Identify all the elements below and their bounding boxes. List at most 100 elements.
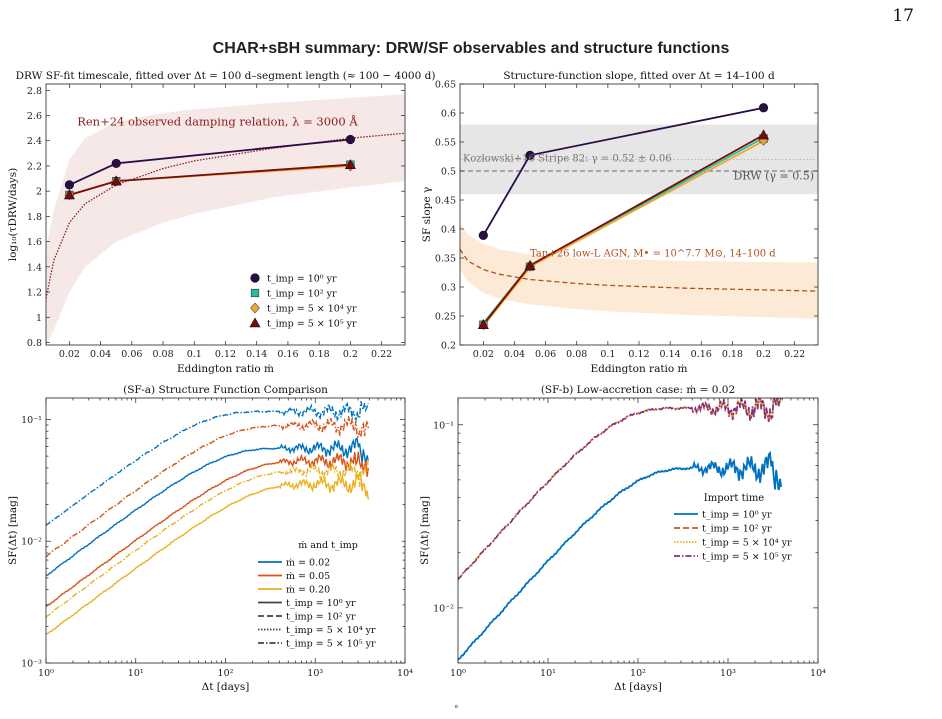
x-tick-label: 0.02 bbox=[473, 349, 494, 360]
y-tick-label: 0.8 bbox=[27, 338, 42, 349]
x-tick-label: 10⁰ bbox=[450, 668, 466, 679]
y-tick-label: 2.8 bbox=[27, 86, 42, 97]
plot-area bbox=[46, 401, 369, 635]
y-tick-label: 1.6 bbox=[27, 237, 42, 248]
legend-box bbox=[671, 490, 797, 568]
y-tick-label: 10⁻³ bbox=[21, 659, 42, 670]
x-tick-label: 0.2 bbox=[756, 349, 771, 360]
x-tick-label: 10⁴ bbox=[397, 668, 413, 679]
legend-marker-0 bbox=[250, 273, 260, 283]
y-tick-label: 0.3 bbox=[441, 283, 456, 294]
legend-label: t_imp = 10⁰ yr bbox=[702, 510, 772, 521]
chart-title: DRW SF-fit timescale, fitted over Δt = 1… bbox=[16, 70, 436, 82]
footer-mark: ° bbox=[454, 705, 459, 715]
sf-curve-0 bbox=[46, 436, 369, 576]
y-tick-label: 1.8 bbox=[27, 212, 42, 223]
sf-curve-3 bbox=[458, 398, 782, 581]
x-tick-label: 0.06 bbox=[535, 349, 556, 360]
ren-curve bbox=[46, 132, 405, 299]
series-point-0 bbox=[345, 134, 355, 145]
chart-title: (SF-a) Structure Function Comparison bbox=[123, 384, 328, 396]
y-tick-label: 2 bbox=[36, 187, 42, 198]
x-tick-label: 0.12 bbox=[215, 349, 236, 360]
x-tick-label: 0.14 bbox=[246, 349, 267, 360]
legend-label: t_imp = 10⁰ yr bbox=[286, 598, 356, 609]
x-tick-label: 10⁰ bbox=[38, 668, 54, 679]
x-tick-label: 0.16 bbox=[277, 349, 298, 360]
y-axis-label: SF(Δt) [mag] bbox=[419, 496, 431, 565]
y-tick-label: 2.2 bbox=[27, 161, 42, 172]
legend-title: ṁ and t_imp bbox=[298, 540, 358, 551]
x-tick-label: 0.08 bbox=[152, 349, 173, 360]
y-tick-label: 2.6 bbox=[27, 111, 42, 122]
x-axis-label: Δt [days] bbox=[202, 681, 250, 693]
legend-label: t_imp = 10² yr bbox=[702, 524, 772, 535]
x-tick-label: 10³ bbox=[720, 668, 736, 679]
legend-marker-3 bbox=[249, 317, 261, 328]
legend-label: t_imp = 5 × 10⁴ yr bbox=[702, 538, 792, 549]
chart-title: Structure-function slope, fitted over Δt… bbox=[503, 70, 775, 82]
x-tick-label: 0.14 bbox=[660, 349, 681, 360]
legend-label: t_imp = 10⁰ yr bbox=[267, 274, 337, 285]
x-tick-label: 0.22 bbox=[371, 349, 392, 360]
legend-label: ṁ = 0.02 bbox=[286, 558, 330, 569]
series-point-0 bbox=[111, 158, 121, 169]
legend-label: ṁ = 0.05 bbox=[286, 571, 330, 582]
legend-label: t_imp = 5 × 10⁴ yr bbox=[267, 304, 357, 315]
series-point-3 bbox=[524, 259, 536, 270]
chart-slope: 0.02 0.04 0.06 0.08 0.1 0.12 0.14 0.16 0.18 0.2 0.… bbox=[421, 70, 819, 375]
y-tick-label: 0.4 bbox=[441, 225, 456, 236]
chart-sfa: 10⁰ 10¹ 10² 10³ 10⁴ 10⁻³ 10⁻² 10⁻¹ (SF-a) Struct… bbox=[7, 384, 413, 693]
series-point-3 bbox=[477, 319, 489, 330]
x-tick-label: 0.22 bbox=[784, 349, 805, 360]
sf-curve-2 bbox=[46, 451, 369, 608]
y-axis-label: SF(Δt) [mag] bbox=[7, 496, 19, 565]
series-point-0 bbox=[525, 150, 535, 160]
x-axis-label: Δt [days] bbox=[614, 681, 662, 693]
legend-label: t_imp = 10² yr bbox=[286, 612, 356, 623]
x-tick-label: 10² bbox=[218, 668, 234, 679]
plot-area bbox=[460, 103, 818, 331]
y-axis-label: log₁₀(τDRW/days) bbox=[7, 168, 19, 262]
chart-sfb: 10⁰ 10¹ 10² 10³ 10⁴ 10⁻² 10⁻¹ (SF-b) Low-accret… bbox=[419, 384, 826, 693]
tan-annotation: Tan+26 low-L AGN, M• = 10^7.7 M⊙, 14–100… bbox=[530, 248, 776, 259]
x-tick-label: 0.1 bbox=[187, 349, 202, 360]
legend-label: t_imp = 10² yr bbox=[267, 289, 337, 300]
ren-band bbox=[46, 94, 405, 345]
legend-marker-2 bbox=[250, 302, 260, 314]
x-tick-label: 10⁴ bbox=[810, 668, 826, 679]
x-tick-label: 10³ bbox=[307, 668, 323, 679]
y-tick-label: 0.55 bbox=[435, 138, 456, 149]
series-point-3 bbox=[110, 175, 122, 186]
x-tick-label: 0.2 bbox=[343, 349, 358, 360]
y-tick-label: 10⁻² bbox=[433, 603, 454, 614]
series-point-3 bbox=[758, 129, 770, 140]
x-tick-label: 0.12 bbox=[628, 349, 649, 360]
y-tick-label: 2.4 bbox=[27, 136, 42, 147]
tan-curve bbox=[460, 248, 818, 292]
series-point-0 bbox=[758, 103, 769, 113]
x-tick-label: 0.1 bbox=[600, 349, 615, 360]
y-tick-label: 0.5 bbox=[441, 167, 456, 178]
legend-label: t_imp = 5 × 10⁵ yr bbox=[286, 639, 376, 650]
sf-curve-3 bbox=[46, 415, 369, 558]
x-tick-label: 0.06 bbox=[121, 349, 142, 360]
y-axis-label: SF slope γ bbox=[421, 187, 433, 242]
ren-annotation: Ren+24 observed damping relation, λ = 30… bbox=[77, 115, 358, 129]
plot-area bbox=[46, 94, 405, 345]
y-tick-label: 1.2 bbox=[27, 288, 42, 299]
figure-title: CHAR+sBH summary: DRW/SF observables and… bbox=[212, 40, 730, 57]
series-point-3 bbox=[63, 189, 75, 200]
y-tick-label: 1 bbox=[36, 313, 42, 324]
legend-label: t_imp = 5 × 10⁵ yr bbox=[702, 552, 792, 563]
y-tick-label: 0.35 bbox=[435, 254, 456, 265]
x-tick-label: 10¹ bbox=[540, 668, 556, 679]
drw-annotation: DRW (γ = 0.5) bbox=[733, 170, 814, 183]
legend-box bbox=[254, 536, 402, 656]
legend-marker-1 bbox=[250, 288, 260, 298]
x-axis-label: Eddington ratio ṁ bbox=[177, 363, 274, 375]
sf-curve-5 bbox=[46, 457, 369, 618]
y-tick-label: 10⁻¹ bbox=[433, 420, 454, 431]
x-tick-label: 10² bbox=[630, 668, 646, 679]
y-tick-label: 0.45 bbox=[435, 196, 456, 207]
